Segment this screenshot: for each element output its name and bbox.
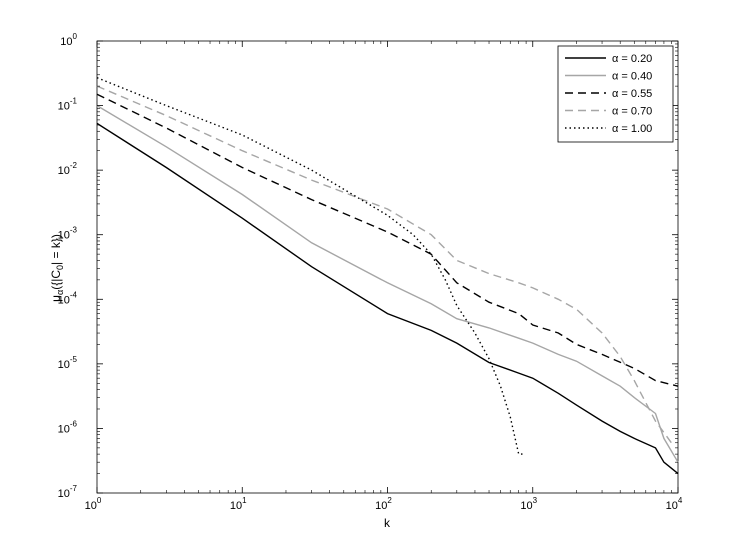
x-tick-label-1: 101: [230, 496, 247, 512]
series-line-1: [96, 104, 679, 463]
y-tick-exponent: -5: [70, 355, 78, 364]
legend: α = 0.20 α = 0.40 α = 0.55 α = 0.70 α = 1.00: [557, 45, 674, 143]
y-axis-label-base: μ: [49, 295, 63, 302]
tick-layer: 100 101 102 103 10410010-110-210-310-410-510…: [58, 32, 683, 512]
y-tick-label-5: 10-5: [58, 355, 78, 371]
x-tick-exponent: 1: [242, 496, 247, 505]
y-tick-exponent: -4: [70, 290, 78, 299]
y-axis-label-sub2: 0: [55, 265, 65, 270]
y-tick-label-0: 100: [60, 32, 77, 48]
legend-label-1: α = 0.40: [612, 71, 652, 83]
x-tick-exponent: 0: [97, 496, 102, 505]
series-line-2: [96, 93, 679, 387]
series-layer: [96, 77, 679, 475]
series-line-4: [96, 77, 523, 455]
x-tick-exponent: 3: [533, 496, 538, 505]
x-tick-label-4: 104: [666, 496, 683, 512]
series-line-0: [96, 122, 679, 475]
y-tick-label-6: 10-6: [58, 419, 78, 435]
y-tick-label-7: 10-7: [58, 484, 78, 500]
y-tick-exponent: -6: [70, 419, 78, 428]
y-tick-exponent: 0: [73, 32, 78, 41]
x-tick-label-0: 100: [85, 496, 102, 512]
y-tick-exponent: -7: [70, 484, 78, 493]
legend-label-4: α = 1.00: [612, 123, 652, 135]
x-tick-exponent: 2: [387, 496, 392, 505]
legend-label-2: α = 0.55: [612, 88, 652, 100]
y-tick-label-1: 10-1: [58, 97, 78, 113]
legend-label-3: α = 0.70: [612, 106, 652, 118]
y-tick-label-2: 10-2: [58, 161, 78, 177]
x-tick-exponent: 4: [678, 496, 683, 505]
y-tick-exponent: -1: [70, 97, 78, 106]
x-tick-label-3: 103: [520, 496, 537, 512]
series-line-3: [96, 85, 672, 444]
y-axis-label-mid: ({|C: [49, 270, 63, 290]
y-tick-exponent: -3: [70, 226, 78, 235]
legend-label-0: α = 0.20: [612, 53, 652, 65]
y-axis-label: μα({|C0| = k}): [49, 234, 65, 302]
legend-box: [557, 45, 674, 143]
y-axis-label-sub1: α: [55, 290, 65, 295]
y-axis-label-tail: | = k}): [49, 234, 63, 265]
y-tick-exponent: -2: [70, 161, 78, 170]
x-axis-label: k: [384, 516, 391, 530]
x-tick-label-2: 102: [375, 496, 392, 512]
